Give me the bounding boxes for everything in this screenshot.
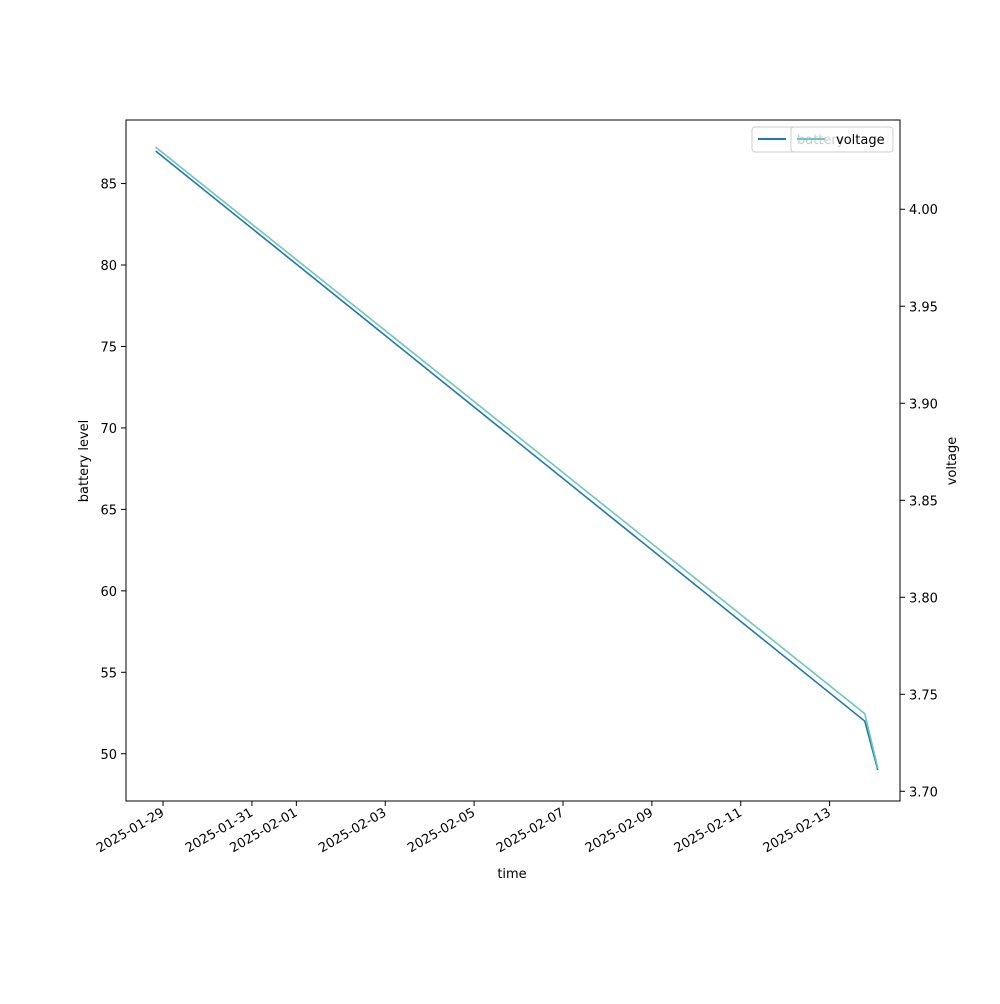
y-right-axis-ticks: 3.70 3.75 3.80 3.85 3.90 3.95 4.00 — [900, 203, 938, 800]
y-right-tick-label: 3.75 — [909, 688, 938, 703]
y-tick-label: 70 — [100, 422, 117, 437]
legend-label-voltage: voltage — [836, 133, 885, 148]
x-tick-label: 2025-02-07 — [494, 805, 567, 856]
x-tick-label: 2025-01-29 — [94, 805, 167, 856]
y-tick-label: 75 — [100, 340, 117, 355]
y-right-tick-label: 3.80 — [909, 591, 938, 606]
x-tick-label: 2025-02-05 — [405, 805, 478, 856]
y-tick-label: 85 — [100, 178, 117, 193]
y-tick-label: 50 — [100, 748, 117, 763]
series-lines — [155, 146, 879, 771]
y-right-axis-label: voltage — [945, 437, 960, 486]
series-line-voltage — [155, 146, 879, 769]
y-axis-label: battery level — [77, 420, 92, 503]
y-right-tick-label: 4.00 — [909, 203, 938, 218]
plot-frame — [125, 119, 901, 802]
x-axis-label: time — [497, 867, 526, 882]
legend-box-voltage — [790, 126, 894, 153]
y-right-tick-label: 3.95 — [909, 300, 938, 315]
x-tick-label: 2025-02-03 — [316, 805, 389, 856]
legend: batteryvoltage — [751, 126, 894, 153]
series-line-battery — [155, 150, 879, 771]
y-right-tick-label: 3.70 — [909, 785, 938, 800]
y-tick-label: 65 — [100, 503, 117, 518]
y-axis-ticks: 50 55 60 65 70 75 80 85 — [100, 178, 126, 763]
plot-area — [126, 120, 900, 801]
y-tick-label: 55 — [100, 666, 117, 681]
x-tick-label: 2025-02-11 — [672, 805, 745, 856]
y-right-tick-label: 3.90 — [909, 397, 938, 412]
y-tick-label: 60 — [100, 585, 117, 600]
y-right-tick-label: 3.85 — [909, 494, 938, 509]
x-tick-label: 2025-02-13 — [761, 805, 834, 856]
x-tick-label: 2025-02-09 — [583, 805, 656, 856]
y-tick-label: 80 — [100, 259, 117, 274]
